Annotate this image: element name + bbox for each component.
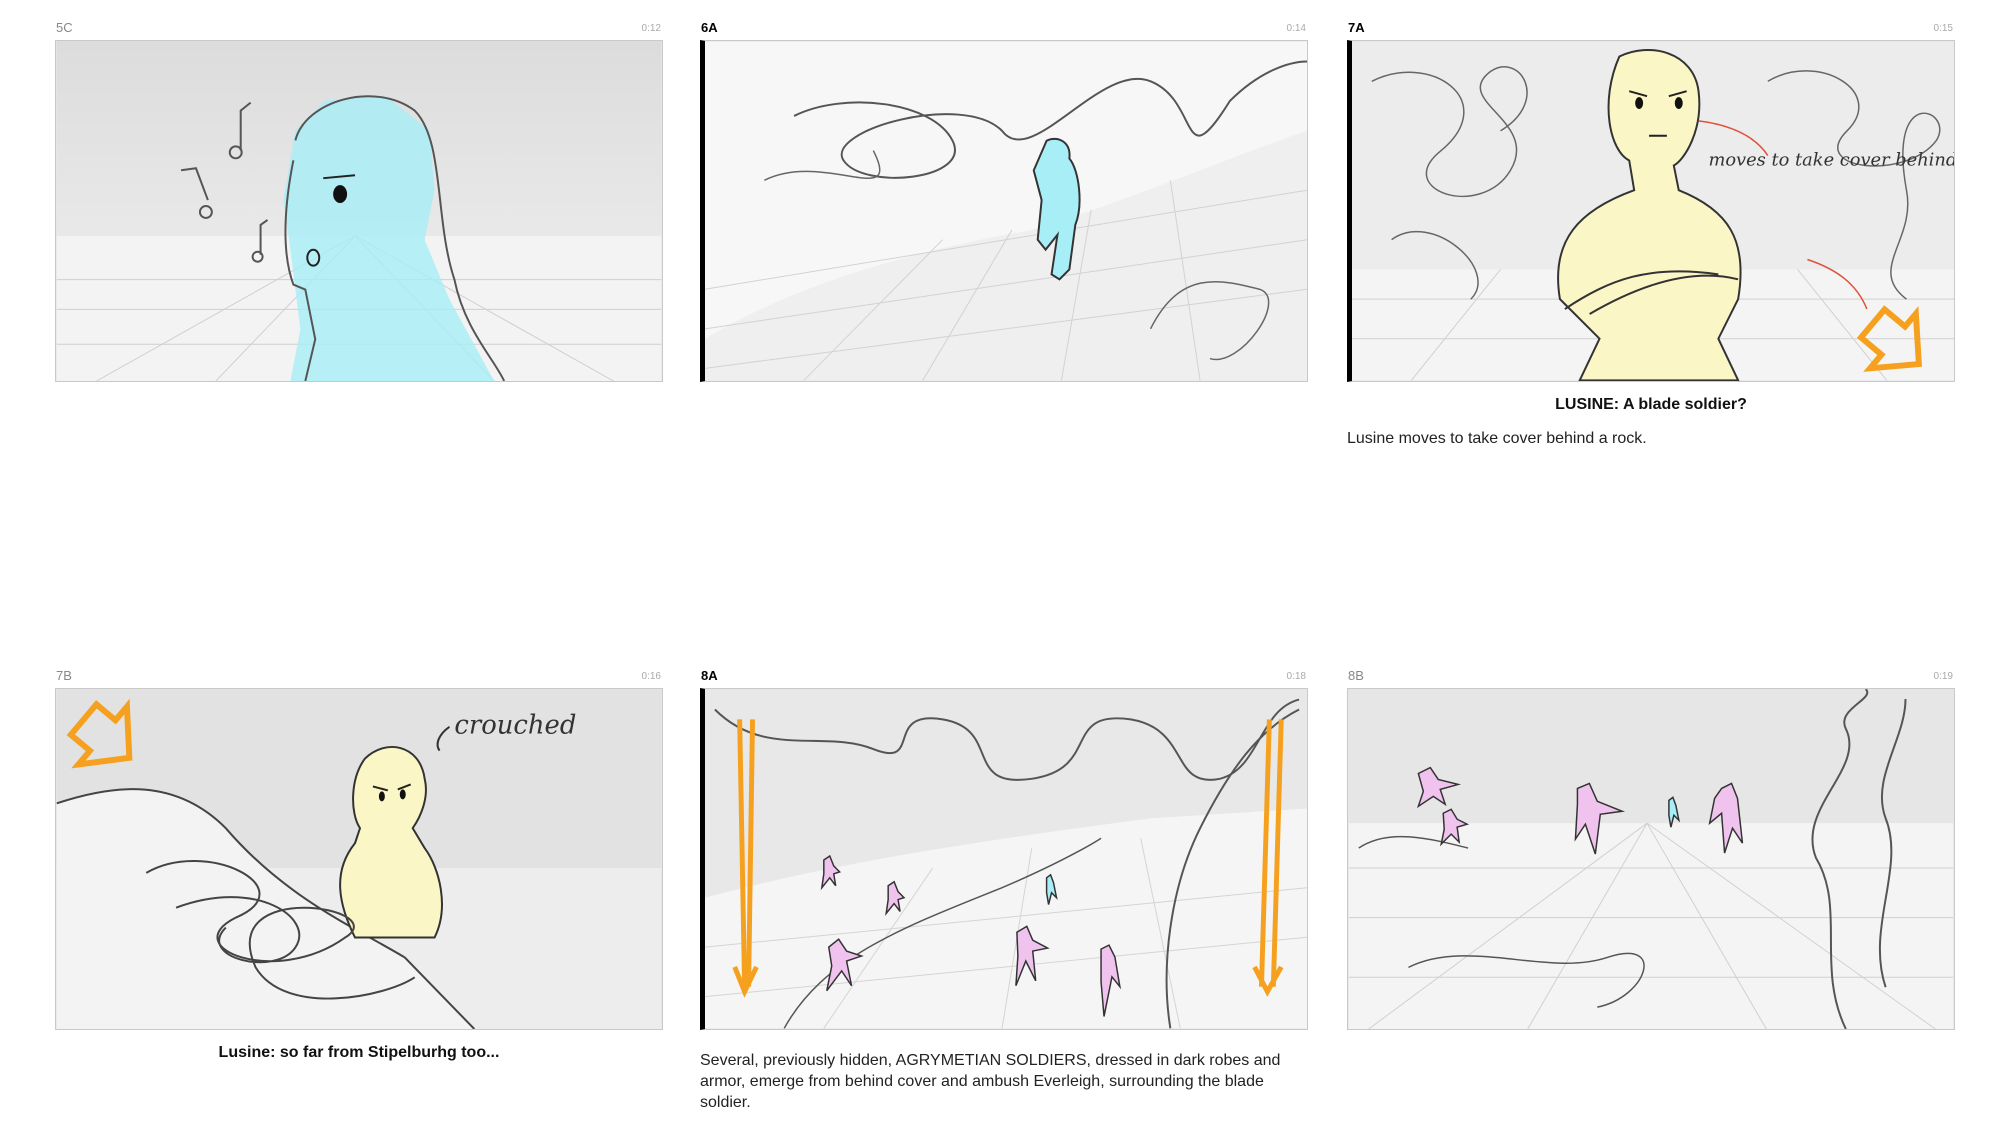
dialogue-text: Lusine: so far from Stipelburhg too... bbox=[218, 1044, 500, 1061]
panel-frame[interactable]: crouched bbox=[55, 688, 663, 1030]
panel-frame[interactable] bbox=[55, 40, 663, 382]
sketch-lusine-crouched: crouched bbox=[56, 689, 662, 1029]
sketch-figure-walking bbox=[705, 41, 1307, 381]
shot-timecode: 0:16 bbox=[641, 671, 661, 682]
panel-header: 7A 0:15 bbox=[1347, 20, 1955, 40]
panel-header: 8A 0:18 bbox=[700, 668, 1308, 688]
storyboard-panel-7a[interactable]: 7A 0:15 moves to take cover behind rock … bbox=[1347, 20, 1955, 449]
shot-timecode: 0:19 bbox=[1933, 671, 1953, 682]
sketch-soldiers-ambush bbox=[705, 689, 1307, 1029]
storyboard-panel-6a[interactable]: 6A 0:14 bbox=[700, 20, 1308, 382]
storyboard-panel-8a[interactable]: 8A 0:18 Several, previously bbox=[700, 668, 1308, 1113]
storyboard-panel-5c[interactable]: 5C 0:12 bbox=[55, 20, 663, 382]
panel-frame[interactable] bbox=[700, 688, 1308, 1030]
panel-header: 8B 0:19 bbox=[1347, 668, 1955, 688]
action-text: Lusine moves to take cover behind a rock… bbox=[1347, 430, 1647, 447]
sketch-humming-girl bbox=[56, 41, 662, 381]
panel-frame[interactable] bbox=[700, 40, 1308, 382]
annotation-text: crouched bbox=[454, 711, 576, 741]
sketch-lusine-arms-crossed: moves to take cover behind rock bbox=[1352, 41, 1954, 381]
shot-number: 5C bbox=[56, 20, 73, 35]
shot-number: 6A bbox=[701, 20, 718, 35]
storyboard-panel-8b[interactable]: 8B 0:19 bbox=[1347, 668, 1955, 1030]
dialogue-text: LUSINE: A blade soldier? bbox=[1555, 396, 1747, 413]
panel-frame[interactable] bbox=[1347, 688, 1955, 1030]
shot-timecode: 0:18 bbox=[1286, 671, 1306, 682]
storyboard-panel-7b[interactable]: 7B 0:16 crouched Lusine: so far from Sti… bbox=[55, 668, 663, 1062]
shot-timecode: 0:12 bbox=[641, 23, 661, 34]
shot-number: 7A bbox=[1348, 20, 1365, 35]
panel-frame[interactable]: moves to take cover behind rock bbox=[1347, 40, 1955, 382]
annotation-text: moves to take cover behind rock bbox=[1708, 149, 1954, 170]
sketch-soldiers-surround bbox=[1348, 689, 1954, 1029]
panel-header: 7B 0:16 bbox=[55, 668, 663, 688]
panel-header: 6A 0:14 bbox=[700, 20, 1308, 40]
shot-number: 7B bbox=[56, 668, 72, 683]
panel-header: 5C 0:12 bbox=[55, 20, 663, 40]
shot-timecode: 0:15 bbox=[1933, 23, 1953, 34]
shot-number: 8B bbox=[1348, 668, 1364, 683]
action-text: Several, previously hidden, AGRYMETIAN S… bbox=[700, 1052, 1281, 1111]
shot-number: 8A bbox=[701, 668, 718, 683]
shot-timecode: 0:14 bbox=[1286, 23, 1306, 34]
